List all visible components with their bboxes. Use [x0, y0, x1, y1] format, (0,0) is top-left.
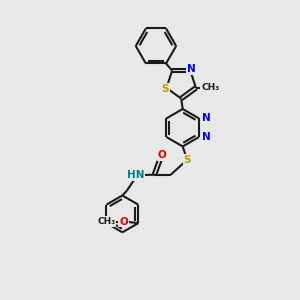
Text: S: S [183, 155, 191, 165]
Text: CH₃: CH₃ [202, 83, 220, 92]
Text: S: S [161, 84, 169, 94]
Text: HN: HN [127, 170, 145, 180]
Text: CH₃: CH₃ [98, 217, 116, 226]
Text: O: O [119, 217, 128, 226]
Text: N: N [202, 132, 211, 142]
Text: O: O [158, 150, 166, 161]
Text: N: N [187, 64, 196, 74]
Text: N: N [202, 113, 211, 123]
